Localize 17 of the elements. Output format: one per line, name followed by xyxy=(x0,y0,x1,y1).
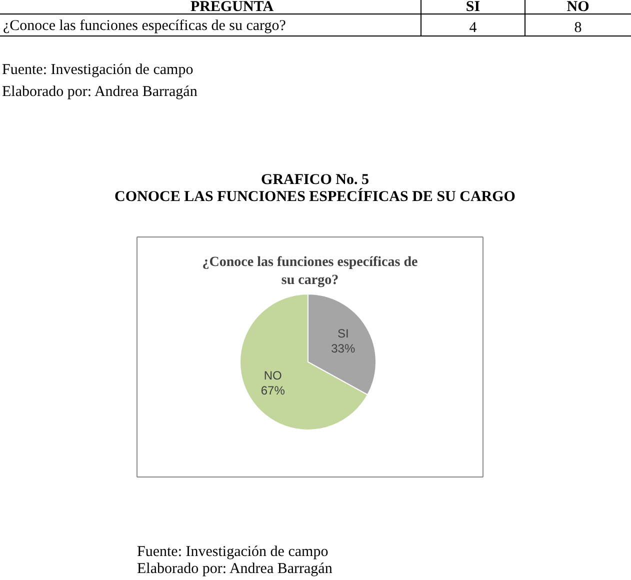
text: 4 xyxy=(469,20,478,36)
text: ¿Conoce las funciones específicas de su cargo? xyxy=(3,18,286,34)
text: Elaborado por: Andrea Barragán xyxy=(137,561,333,577)
text: Elaborado por: Andrea Barragán xyxy=(2,84,198,100)
source-note: Fuente: Investigación de campo xyxy=(2,62,194,78)
text: GRAFICO No. 5 xyxy=(261,172,369,188)
data-label: 33% xyxy=(331,342,356,356)
slice-label: SI xyxy=(337,326,349,341)
chart-title: ¿Conoce las funciones específicas de su cargo? xyxy=(202,255,418,288)
source-note: Fuente: Investigación de campo xyxy=(137,544,328,560)
text: CONOCE LAS FUNCIONES ESPECÍFICAS DE SU CARGO xyxy=(114,188,516,205)
text: PREGUNTA xyxy=(190,0,274,15)
data-label: 67% xyxy=(260,383,286,398)
text: 8 xyxy=(574,20,582,36)
text: NO xyxy=(566,0,590,15)
text: SI xyxy=(466,0,480,15)
slice-label: NO xyxy=(264,368,282,382)
